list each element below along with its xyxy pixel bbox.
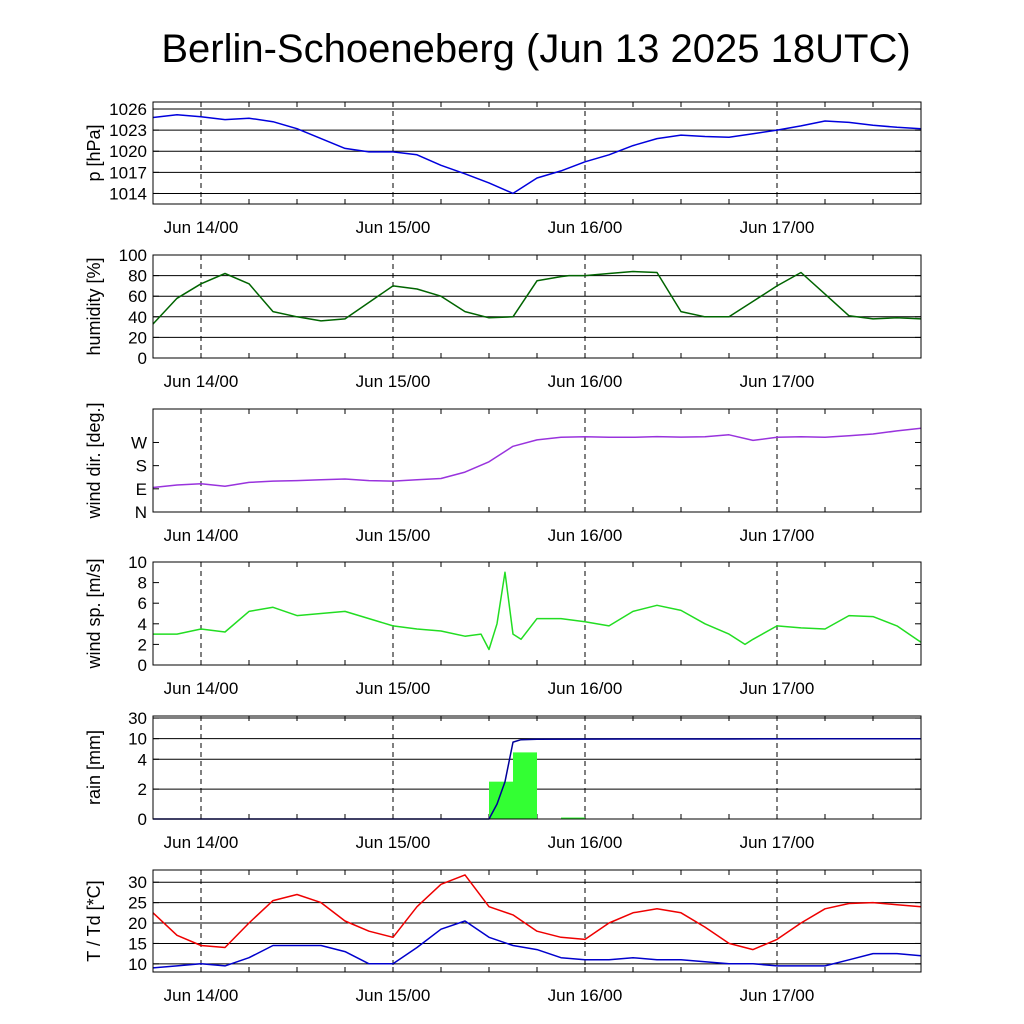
plot-frame-pressure	[152, 101, 922, 205]
plot-frame-rain	[152, 715, 922, 820]
y-tick-label-rain-1: 10	[128, 730, 147, 749]
x-tick-label-temperature-0: Jun 14/00	[164, 986, 239, 1005]
y-tick-label-wind_direction-1: S	[136, 457, 147, 476]
y-tick-label-humidity-0: 100	[119, 246, 147, 265]
y-tick-label-wind_speed-3: 4	[138, 615, 147, 634]
y-tick-label-humidity-4: 20	[128, 328, 147, 347]
x-tick-label-wind_direction-0: Jun 14/00	[164, 526, 239, 545]
x-tick-label-rain-0: Jun 14/00	[164, 833, 239, 852]
y-tick-label-wind_direction-3: N	[135, 503, 147, 522]
y-tick-label-pressure-0: 1026	[109, 100, 147, 119]
y-tick-label-rain-4: 0	[138, 810, 147, 829]
y-axis-label-wind_direction: wind dir. [deg.]	[84, 402, 104, 519]
y-tick-label-wind_speed-0: 10	[128, 553, 147, 572]
series-line-temperature-0	[152, 874, 922, 951]
y-tick-label-temperature-4: 10	[128, 955, 147, 974]
x-tick-label-pressure-0: Jun 14/00	[164, 218, 239, 237]
x-tick-label-humidity-2: Jun 16/00	[548, 372, 623, 391]
plot-frame-humidity	[152, 254, 922, 359]
x-tick-label-wind_speed-0: Jun 14/00	[164, 679, 239, 698]
x-tick-label-rain-2: Jun 16/00	[548, 833, 623, 852]
series-line-temperature-1	[152, 920, 922, 969]
x-tick-label-temperature-3: Jun 17/00	[740, 986, 815, 1005]
x-tick-label-wind_direction-3: Jun 17/00	[740, 526, 815, 545]
y-tick-label-temperature-2: 20	[128, 914, 147, 933]
series-line-rain-0	[153, 737, 921, 820]
y-tick-label-wind_direction-2: E	[136, 480, 147, 499]
panel-wind_speed: 10 86 42 0 wind sp. [m/s] Jun 14/00 Jun 15/00 J…	[84, 553, 922, 698]
x-tick-label-wind_direction-1: Jun 15/00	[356, 526, 431, 545]
y-tick-label-humidity-5: 0	[138, 349, 147, 368]
x-tick-label-pressure-1: Jun 15/00	[356, 218, 431, 237]
x-tick-label-wind_speed-1: Jun 15/00	[356, 679, 431, 698]
rain-bar-1	[513, 752, 537, 819]
y-tick-label-wind_speed-5: 0	[138, 656, 147, 675]
series-line-wind_direction-0	[152, 427, 922, 489]
x-tick-label-humidity-1: Jun 15/00	[356, 372, 431, 391]
x-tick-label-wind_speed-2: Jun 16/00	[548, 679, 623, 698]
y-tick-label-humidity-3: 40	[128, 308, 147, 327]
y-tick-label-rain-0: 30	[128, 709, 147, 728]
y-tick-label-wind_speed-1: 8	[138, 574, 147, 593]
y-tick-label-wind_speed-2: 6	[138, 594, 147, 613]
plot-frame-temperature	[152, 869, 922, 973]
rain-bar-2	[561, 817, 585, 819]
chart-title: Berlin-Schoeneberg (Jun 13 2025 18UTC)	[161, 27, 910, 71]
x-tick-label-wind_direction-2: Jun 16/00	[548, 526, 623, 545]
y-axis-label-wind_speed: wind sp. [m/s]	[84, 558, 104, 669]
x-tick-label-pressure-3: Jun 17/00	[740, 218, 815, 237]
x-tick-label-rain-1: Jun 15/00	[356, 833, 431, 852]
y-axis-label-pressure: p [hPa]	[84, 124, 104, 181]
y-tick-label-temperature-3: 15	[128, 934, 147, 953]
y-tick-label-wind_direction-0: W	[131, 433, 147, 452]
x-tick-label-temperature-1: Jun 15/00	[356, 986, 431, 1005]
x-tick-label-wind_speed-3: Jun 17/00	[740, 679, 815, 698]
y-axis-label-rain: rain [mm]	[84, 730, 104, 805]
y-tick-label-rain-3: 2	[138, 780, 147, 799]
series-line-humidity-0	[152, 270, 922, 325]
y-tick-label-pressure-2: 1020	[109, 142, 147, 161]
x-tick-label-temperature-2: Jun 16/00	[548, 986, 623, 1005]
y-tick-label-temperature-1: 25	[128, 894, 147, 913]
x-tick-label-humidity-0: Jun 14/00	[164, 372, 239, 391]
series-line-pressure-0	[152, 113, 922, 195]
x-tick-label-pressure-2: Jun 16/00	[548, 218, 623, 237]
x-tick-label-humidity-3: Jun 17/00	[740, 372, 815, 391]
y-tick-label-humidity-2: 60	[128, 287, 147, 306]
plot-frame-wind_speed	[152, 561, 922, 666]
y-tick-label-pressure-3: 1017	[109, 163, 147, 182]
y-axis-label-temperature: T / Td [*C]	[84, 880, 104, 961]
y-tick-label-rain-2: 4	[138, 750, 147, 769]
y-tick-label-humidity-1: 80	[128, 267, 147, 286]
y-axis-label-humidity: humidity [%]	[84, 257, 104, 355]
y-tick-label-wind_speed-4: 2	[138, 635, 147, 654]
plot-frame-wind_direction	[152, 408, 922, 513]
y-tick-label-pressure-4: 1014	[109, 184, 147, 203]
y-tick-label-pressure-1: 1023	[109, 121, 147, 140]
x-tick-label-rain-3: Jun 17/00	[740, 833, 815, 852]
y-tick-label-temperature-0: 30	[128, 873, 147, 892]
panel-pressure: 1026 1023 1020 1017 1014 p [hPa] Jun 14/00 Jun …	[84, 100, 922, 237]
series-line-wind_speed-0	[153, 571, 922, 651]
panel-rain: 30 104 2 0 rain [mm] Jun 14/00 Jun 15/00 Jun 16…	[84, 709, 922, 852]
